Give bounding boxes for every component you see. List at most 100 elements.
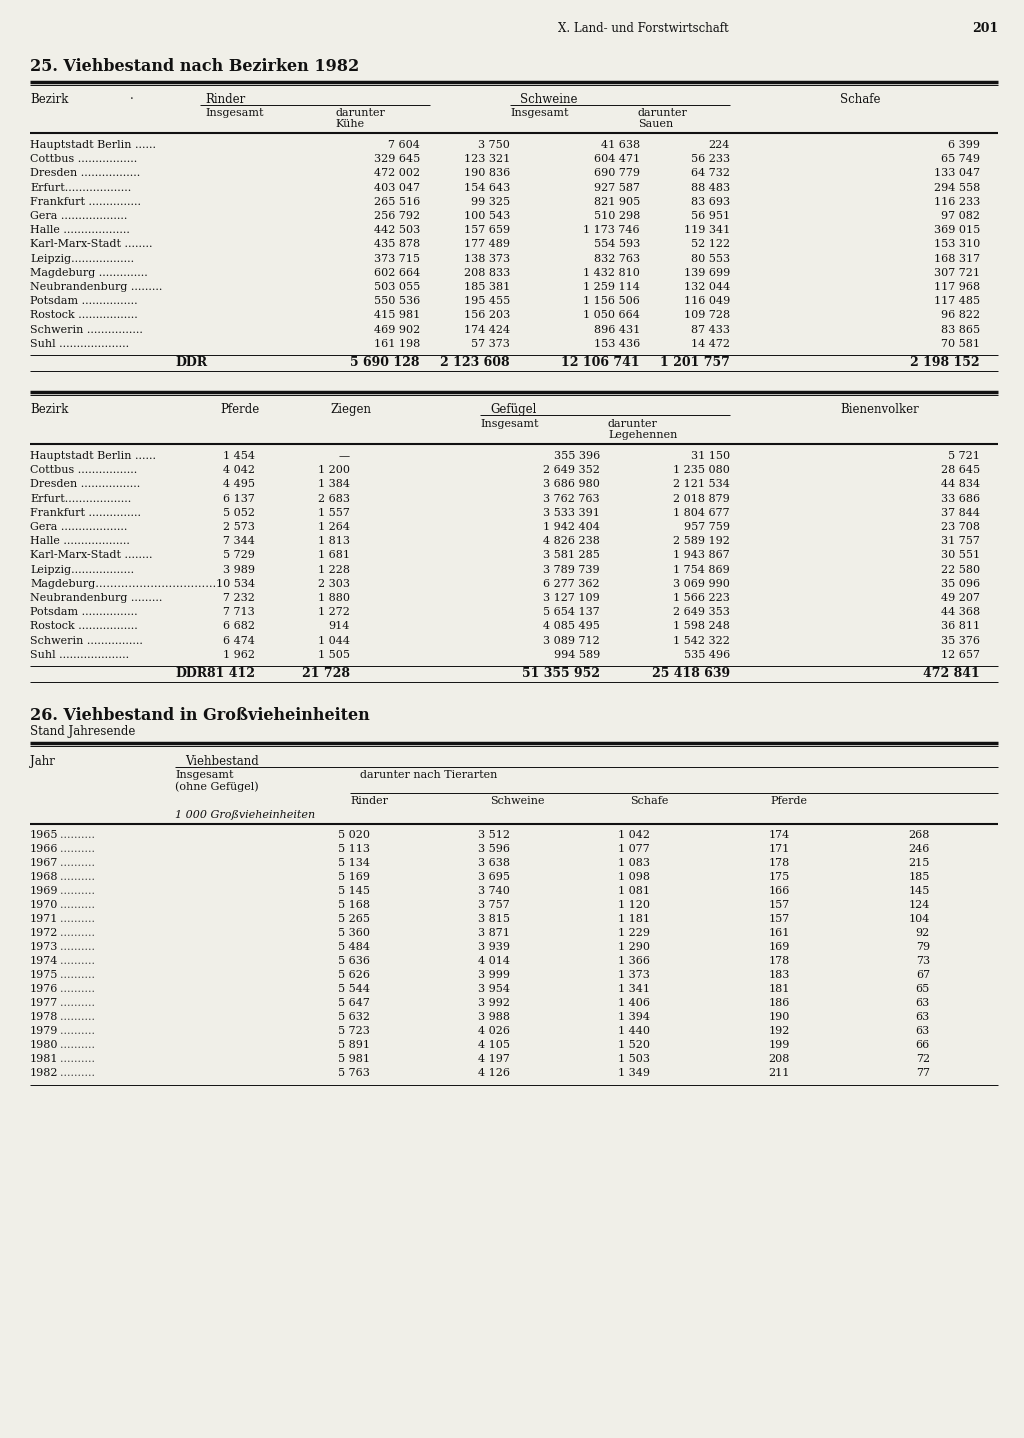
Text: 957 759: 957 759: [684, 522, 730, 532]
Text: 157 659: 157 659: [464, 226, 510, 236]
Text: Gefügel: Gefügel: [490, 403, 537, 416]
Text: Dresden .................: Dresden .................: [30, 479, 140, 489]
Text: ·: ·: [130, 93, 134, 106]
Text: 3 954: 3 954: [478, 984, 510, 994]
Text: 1 290: 1 290: [618, 942, 650, 952]
Text: 4 495: 4 495: [223, 479, 255, 489]
Text: Erfurt...................: Erfurt...................: [30, 493, 131, 503]
Text: 4 026: 4 026: [478, 1025, 510, 1035]
Text: 246: 246: [908, 844, 930, 854]
Text: Frankfurt ...............: Frankfurt ...............: [30, 197, 141, 207]
Text: 119 341: 119 341: [684, 226, 730, 236]
Text: 5 626: 5 626: [338, 971, 370, 981]
Text: ..........: ..........: [60, 915, 95, 925]
Text: 1 373: 1 373: [618, 971, 650, 981]
Text: Bezirk: Bezirk: [30, 403, 69, 416]
Text: 49 207: 49 207: [941, 592, 980, 603]
Text: 138 373: 138 373: [464, 253, 510, 263]
Text: 116 233: 116 233: [934, 197, 980, 207]
Text: 201: 201: [972, 22, 998, 35]
Text: 3 939: 3 939: [478, 942, 510, 952]
Text: 1 044: 1 044: [318, 636, 350, 646]
Text: DDR: DDR: [175, 667, 207, 680]
Text: 1968: 1968: [30, 871, 58, 881]
Text: 369 015: 369 015: [934, 226, 980, 236]
Text: 5 632: 5 632: [338, 1012, 370, 1022]
Text: Neubrandenburg .........: Neubrandenburg .........: [30, 592, 163, 603]
Text: 554 593: 554 593: [594, 239, 640, 249]
Text: 171: 171: [769, 844, 790, 854]
Text: 83 865: 83 865: [941, 325, 980, 335]
Text: 403 047: 403 047: [374, 183, 420, 193]
Text: 132 044: 132 044: [684, 282, 730, 292]
Text: 73: 73: [915, 956, 930, 966]
Text: 3 789 739: 3 789 739: [544, 565, 600, 575]
Text: 63: 63: [915, 998, 930, 1008]
Text: 1 228: 1 228: [318, 565, 350, 575]
Text: 1 542 322: 1 542 322: [673, 636, 730, 646]
Text: 1 406: 1 406: [618, 998, 650, 1008]
Text: Schafe: Schafe: [840, 93, 881, 106]
Text: 3 069 990: 3 069 990: [673, 580, 730, 588]
Text: 178: 178: [769, 956, 790, 966]
Text: Legehennen: Legehennen: [608, 430, 677, 440]
Text: 97 082: 97 082: [941, 211, 980, 221]
Text: 26. Viehbestand in Großvieheinheiten: 26. Viehbestand in Großvieheinheiten: [30, 707, 370, 723]
Text: 5 052: 5 052: [223, 508, 255, 518]
Text: 83 693: 83 693: [691, 197, 730, 207]
Text: 1969: 1969: [30, 886, 58, 896]
Text: 3 815: 3 815: [478, 915, 510, 925]
Text: 156 203: 156 203: [464, 311, 510, 321]
Text: 1 754 869: 1 754 869: [673, 565, 730, 575]
Text: 1981: 1981: [30, 1054, 58, 1064]
Text: 30 551: 30 551: [941, 551, 980, 561]
Text: ..........: ..........: [60, 830, 95, 840]
Text: 199: 199: [769, 1040, 790, 1050]
Text: 166: 166: [769, 886, 790, 896]
Text: 994 589: 994 589: [554, 650, 600, 660]
Text: 23 708: 23 708: [941, 522, 980, 532]
Text: 12 657: 12 657: [941, 650, 980, 660]
Text: Karl-Marx-Stadt ........: Karl-Marx-Stadt ........: [30, 239, 153, 249]
Text: 192: 192: [769, 1025, 790, 1035]
Text: 927 587: 927 587: [594, 183, 640, 193]
Text: 5 134: 5 134: [338, 858, 370, 869]
Text: 1982: 1982: [30, 1068, 58, 1078]
Text: 1 235 080: 1 235 080: [673, 466, 730, 475]
Text: 3 127 109: 3 127 109: [544, 592, 600, 603]
Text: Magdeburg……………………………: Magdeburg……………………………: [30, 580, 216, 588]
Text: 1 962: 1 962: [223, 650, 255, 660]
Text: 31 150: 31 150: [691, 452, 730, 462]
Text: 1 259 114: 1 259 114: [583, 282, 640, 292]
Text: 3 512: 3 512: [478, 830, 510, 840]
Text: 3 533 391: 3 533 391: [543, 508, 600, 518]
Text: 2 683: 2 683: [318, 493, 350, 503]
Text: 510 298: 510 298: [594, 211, 640, 221]
Text: 832 763: 832 763: [594, 253, 640, 263]
Text: 1 229: 1 229: [618, 928, 650, 938]
Text: 4 105: 4 105: [478, 1040, 510, 1050]
Text: 3 999: 3 999: [478, 971, 510, 981]
Text: 7 232: 7 232: [223, 592, 255, 603]
Text: ..........: ..........: [60, 942, 95, 952]
Text: 1977: 1977: [30, 998, 58, 1008]
Text: 169: 169: [769, 942, 790, 952]
Text: 1967: 1967: [30, 858, 58, 869]
Text: 535 496: 535 496: [684, 650, 730, 660]
Text: 5 484: 5 484: [338, 942, 370, 952]
Text: 185: 185: [908, 871, 930, 881]
Text: darunter nach Tierarten: darunter nach Tierarten: [360, 769, 498, 779]
Text: 63: 63: [915, 1025, 930, 1035]
Text: 65 749: 65 749: [941, 154, 980, 164]
Text: 1 943 867: 1 943 867: [673, 551, 730, 561]
Text: ..........: ..........: [60, 956, 95, 966]
Text: 1 598 248: 1 598 248: [673, 621, 730, 631]
Text: 41 638: 41 638: [601, 139, 640, 150]
Text: 215: 215: [908, 858, 930, 869]
Text: 2 018 879: 2 018 879: [673, 493, 730, 503]
Text: 104: 104: [908, 915, 930, 925]
Text: 1 264: 1 264: [318, 522, 350, 532]
Text: 35 096: 35 096: [941, 580, 980, 588]
Text: 6 277 362: 6 277 362: [544, 580, 600, 588]
Text: 1 050 664: 1 050 664: [583, 311, 640, 321]
